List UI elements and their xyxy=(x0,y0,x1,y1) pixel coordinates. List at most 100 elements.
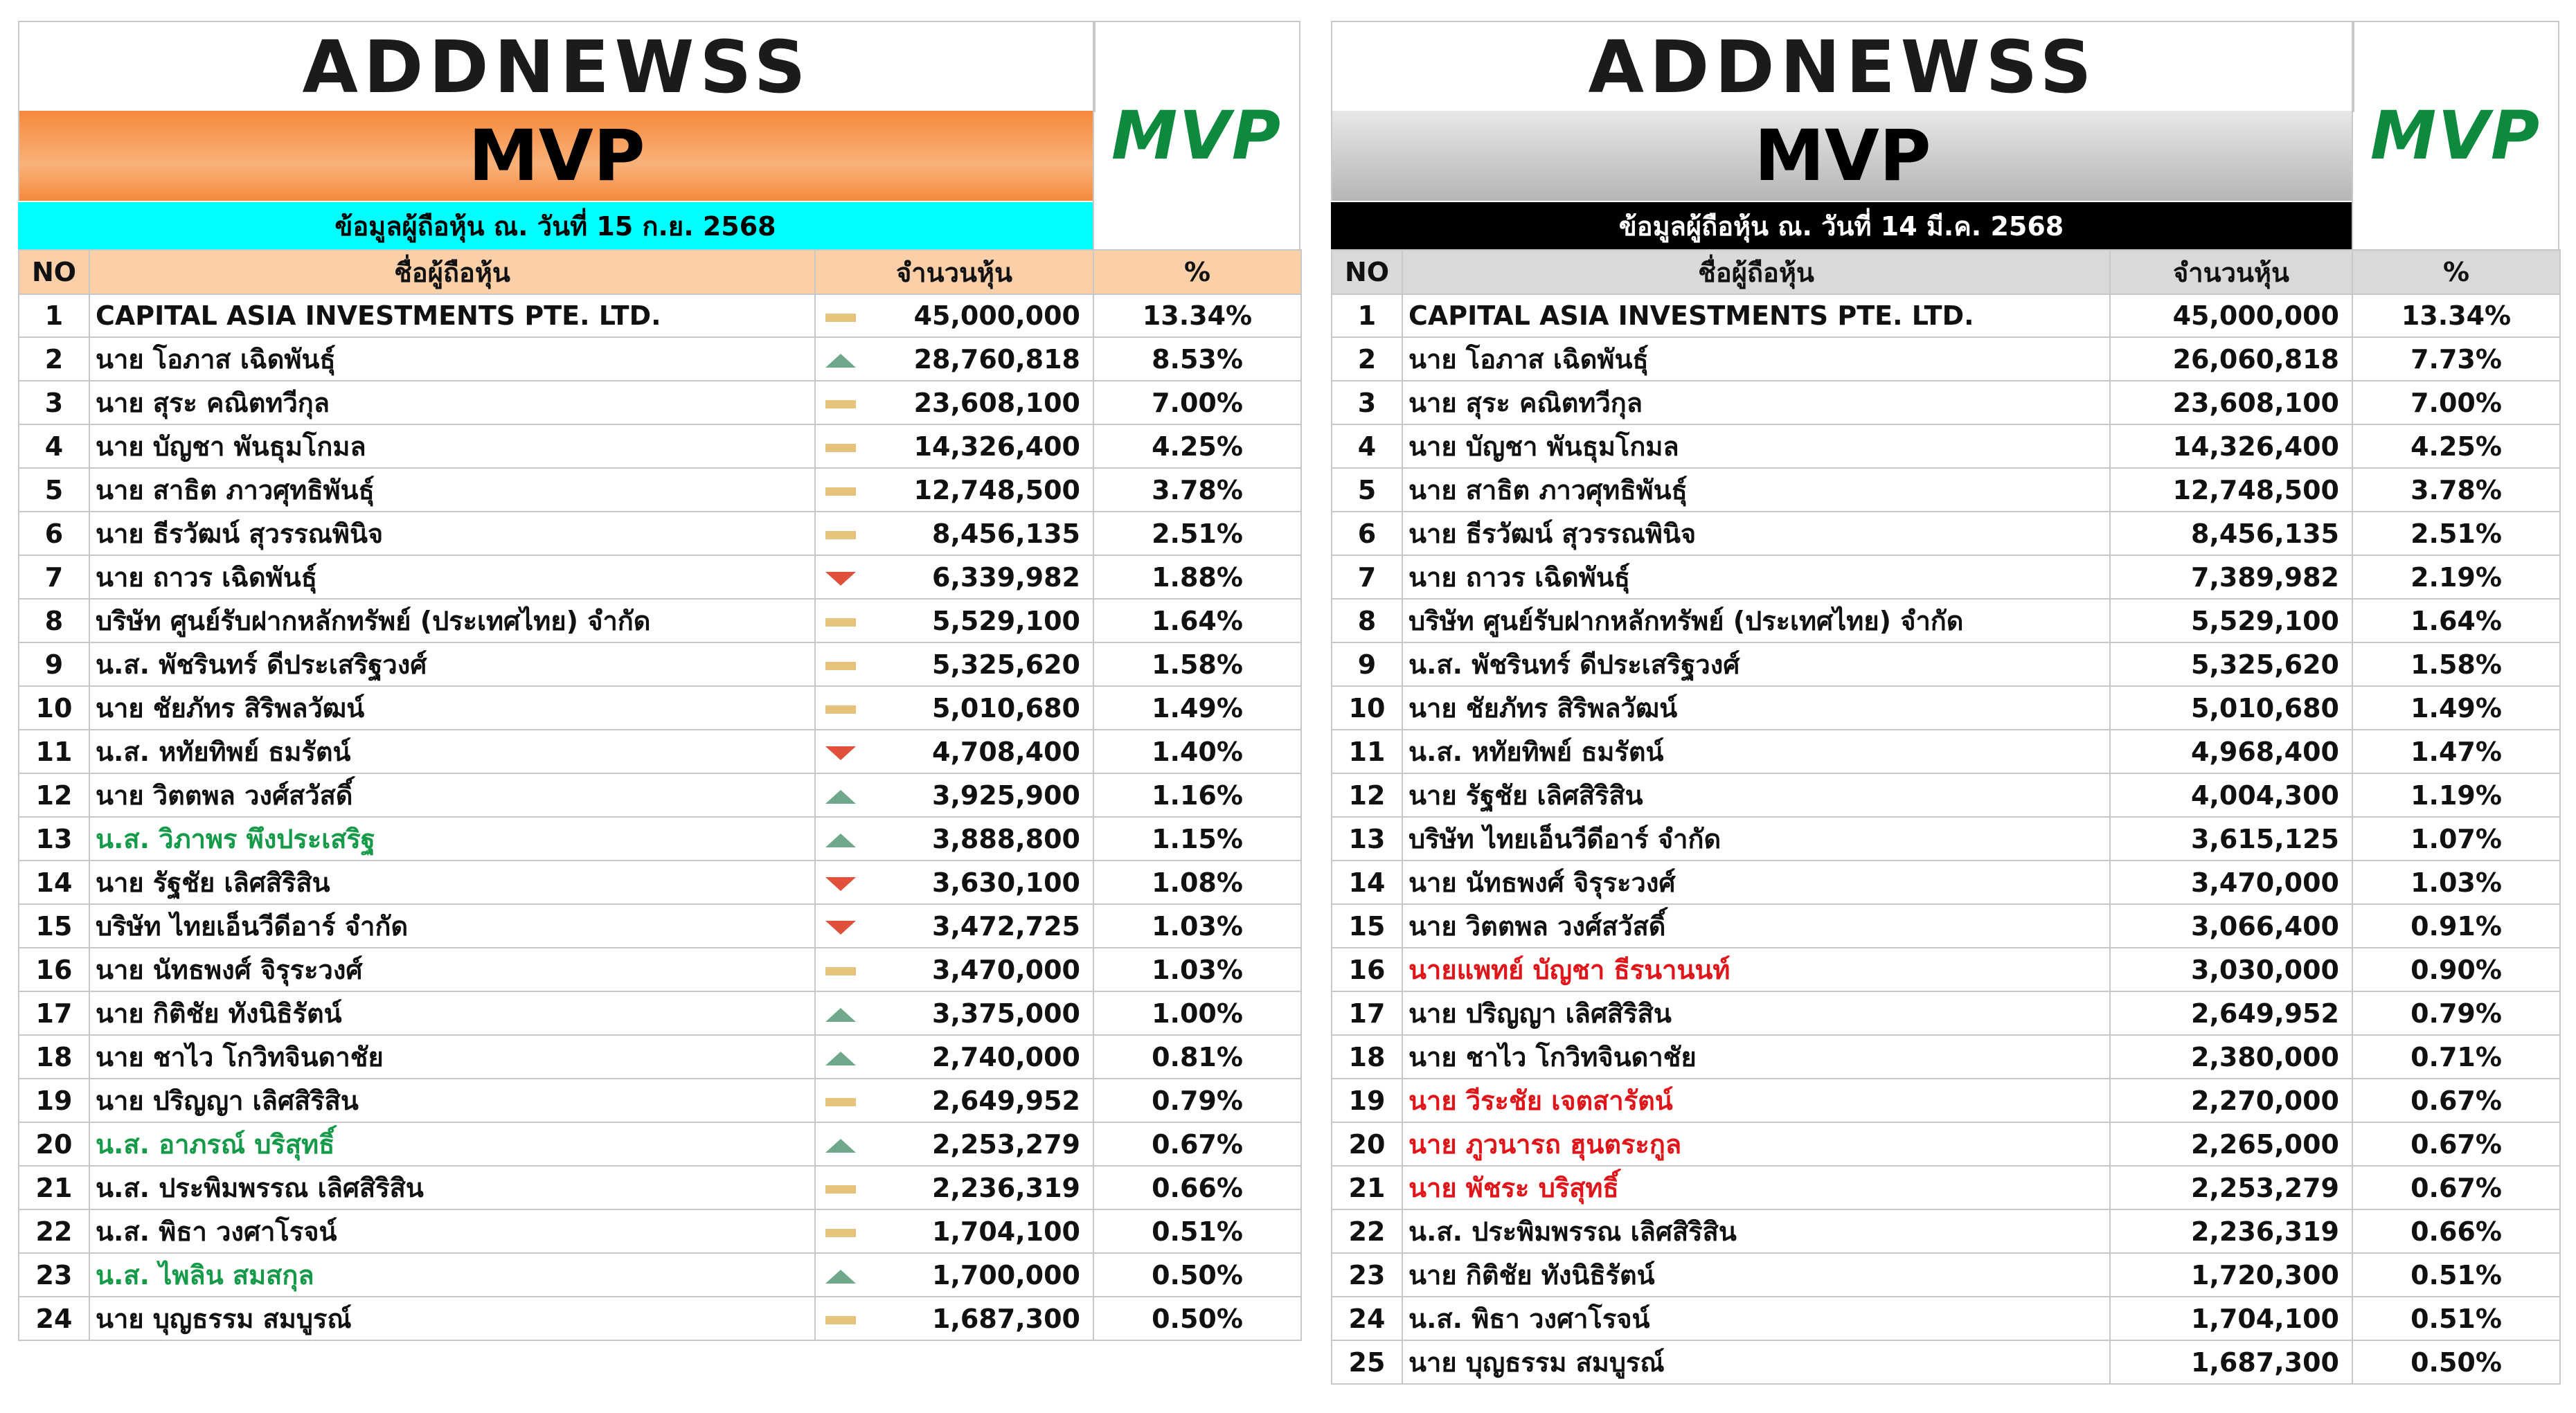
share-percent: 7.00% xyxy=(1093,380,1302,425)
table-row: 13 บริษัท ไทยเอ็นวีดีอาร์ จำกัด 3,615,125 1… xyxy=(1331,816,2561,861)
share-percent: 1.49% xyxy=(1093,685,1302,730)
shares-cell: 2,253,279 xyxy=(814,1122,1094,1167)
shares-cell: 1,700,000 xyxy=(814,1252,1094,1297)
share-count: 26,060,818 xyxy=(2109,336,2353,381)
shareholder-name: น.ส. หทัยทิพย์ ธมรัตน์ xyxy=(1402,729,2111,774)
shareholder-name: บริษัท ไทยเอ็นวีดีอาร์ จำกัด xyxy=(1402,816,2111,861)
share-count: 14,326,400 xyxy=(2109,424,2353,469)
trend-unchanged-icon xyxy=(825,1316,856,1324)
table-row: 6 นาย ธีรวัฒน์ สุวรรณพินิจ 8,456,135 2.51% xyxy=(1331,511,2561,556)
table-row: 8 บริษัท ศูนย์รับฝากหลักทรัพย์ (ประเทศไทย… xyxy=(18,598,1302,643)
shares-cell: 1,687,300 xyxy=(814,1296,1094,1341)
shares-cell: 2,740,000 xyxy=(814,1034,1094,1079)
shareholder-name: นาย นัทธพงศ์ จิรุระวงศ์ xyxy=(1402,860,2111,905)
table-row: 12 นาย รัฐชัย เลิศสิริสิน 4,004,300 1.19% xyxy=(1331,773,2561,818)
share-percent: 0.67% xyxy=(2352,1165,2561,1210)
share-count: 4,968,400 xyxy=(2109,729,2353,774)
share-count: 28,760,818 xyxy=(913,343,1080,375)
share-percent: 13.34% xyxy=(2352,294,2561,338)
shares-cell: 8,456,135 xyxy=(814,511,1094,556)
share-count: 4,004,300 xyxy=(2109,773,2353,818)
trend-unchanged-icon xyxy=(825,967,856,975)
trend-unchanged-icon xyxy=(825,1229,856,1237)
table-row: 17 นาย ปริญญา เลิศสิริสิน 2,649,952 0.79% xyxy=(1331,991,2561,1036)
col-no-header: NO xyxy=(1331,249,1403,295)
share-count: 3,066,400 xyxy=(2109,903,2353,948)
trend-unchanged-icon xyxy=(825,662,856,670)
share-percent: 7.00% xyxy=(2352,380,2561,425)
share-count: 1,700,000 xyxy=(932,1259,1080,1290)
row-number: 23 xyxy=(18,1252,90,1297)
share-count: 5,529,100 xyxy=(932,605,1080,636)
share-count: 3,472,725 xyxy=(932,910,1080,942)
share-count: 3,375,000 xyxy=(932,998,1080,1029)
trend-up-icon xyxy=(825,1139,856,1153)
share-percent: 1.64% xyxy=(1093,598,1302,643)
table-row: 4 นาย บัญชา พันธุมโกมล 14,326,400 4.25% xyxy=(18,424,1302,469)
date-label: ข้อมูลผู้ถือหุ้น ณ. วันที่ 14 มี.ค. 2568 xyxy=(1618,210,2064,242)
row-number: 8 xyxy=(18,598,90,643)
shareholder-name: นาย วิตตพล วงศ์สวัสดิ์ xyxy=(89,773,816,818)
table-header-row: NO ชื่อผู้ถือหุ้น จำนวนหุ้น % xyxy=(18,249,1302,295)
shares-cell: 12,748,500 xyxy=(814,467,1094,512)
table-row: 5 นาย สาธิต ภาวศุทธิพันธุ์ 12,748,500 3.78% xyxy=(18,467,1302,512)
share-percent: 1.19% xyxy=(2352,773,2561,818)
row-number: 8 xyxy=(1331,598,1403,643)
row-number: 14 xyxy=(18,860,90,905)
share-count: 5,010,680 xyxy=(932,692,1080,723)
row-number: 2 xyxy=(18,336,90,381)
table-row: 8 บริษัท ศูนย์รับฝากหลักทรัพย์ (ประเทศไทย… xyxy=(1331,598,2561,643)
shareholder-name: นาย ชาไว โกวิทจินดาชัย xyxy=(1402,1034,2111,1079)
share-percent: 0.66% xyxy=(2352,1209,2561,1254)
row-number: 14 xyxy=(1331,860,1403,905)
share-percent: 7.73% xyxy=(2352,336,2561,381)
shareholder-name: นายแพทย์ บัญชา ธีรนานนท์ xyxy=(1402,947,2111,992)
shares-cell: 3,375,000 xyxy=(814,991,1094,1036)
trend-down-icon xyxy=(825,746,856,760)
share-count: 8,456,135 xyxy=(2109,511,2353,556)
row-number: 4 xyxy=(1331,424,1403,469)
table-row: 22 น.ส. ประพิมพรรณ เลิศสิริสิน 2,236,319 0.… xyxy=(1331,1209,2561,1254)
shares-cell: 23,608,100 xyxy=(814,380,1094,425)
shareholder-name: นาย สาธิต ภาวศุทธิพันธุ์ xyxy=(1402,467,2111,512)
share-percent: 1.03% xyxy=(1093,947,1302,992)
share-percent: 2.19% xyxy=(2352,555,2561,600)
share-count: 2,649,952 xyxy=(932,1085,1080,1116)
shareholder-name: นาย บัญชา พันธุมโกมล xyxy=(89,424,816,469)
table-row: 14 นาย รัฐชัย เลิศสิริสิน 3,630,100 1.08% xyxy=(18,860,1302,905)
mvp-logo-box: MVP xyxy=(1093,21,1300,249)
shareholder-name: นาย บุญธรรม สมบูรณ์ xyxy=(1402,1340,2111,1385)
share-percent: 3.78% xyxy=(2352,467,2561,512)
share-percent: 1.08% xyxy=(1093,860,1302,905)
table-row: 11 น.ส. หทัยทิพย์ ธมรัตน์ 4,708,400 1.40% xyxy=(18,729,1302,774)
shareholder-name: CAPITAL ASIA INVESTMENTS PTE. LTD. xyxy=(1402,294,2111,338)
shareholder-name: นาย ธีรวัฒน์ สุวรรณพินิจ xyxy=(1402,511,2111,556)
shareholder-name: นาย โอภาส เฉิดพันธุ์ xyxy=(89,336,816,381)
share-count: 45,000,000 xyxy=(913,300,1080,331)
table-row: 24 น.ส. พิธา วงศาโรจน์ 1,704,100 0.51% xyxy=(1331,1296,2561,1341)
shareholder-name: นาย สุระ คณิตทวีกุล xyxy=(1402,380,2111,425)
col-shares-header: จำนวนหุ้น xyxy=(2109,249,2353,295)
shareholder-name: นาย สุระ คณิตทวีกุล xyxy=(89,380,816,425)
shareholder-name: น.ส. พัชรินทร์ ดีประเสริฐวงศ์ xyxy=(89,642,816,687)
share-percent: 0.79% xyxy=(1093,1078,1302,1123)
trend-up-icon xyxy=(825,354,856,368)
share-percent: 1.03% xyxy=(1093,903,1302,948)
table-row: 16 นายแพทย์ บัญชา ธีรนานนท์ 3,030,000 0.90% xyxy=(1331,947,2561,992)
share-percent: 2.51% xyxy=(1093,511,1302,556)
row-number: 10 xyxy=(1331,685,1403,730)
trend-unchanged-icon xyxy=(825,531,856,539)
table-row: 21 น.ส. ประพิมพรรณ เลิศสิริสิน 2,236,319 0.… xyxy=(18,1165,1302,1210)
table-row: 18 นาย ชาไว โกวิทจินดาชัย 2,380,000 0.71% xyxy=(1331,1034,2561,1079)
shareholder-name: นาย รัฐชัย เลิศสิริสิน xyxy=(1402,773,2111,818)
table-row: 18 นาย ชาไว โกวิทจินดาชัย 2,740,000 0.81% xyxy=(18,1034,1302,1079)
share-count: 3,888,800 xyxy=(932,823,1080,854)
share-count: 2,270,000 xyxy=(2109,1078,2353,1123)
panel-header: ADDNEWSS MVP ข้อมูลผู้ถือหุ้น ณ. วันที่ … xyxy=(18,21,1300,249)
stock-title: MVP xyxy=(1754,114,1931,197)
col-pct-header: % xyxy=(1093,249,1302,295)
share-percent: 1.07% xyxy=(2352,816,2561,861)
col-name-header: ชื่อผู้ถือหุ้น xyxy=(89,249,816,295)
table-row: 25 นาย บุญธรรม สมบูรณ์ 1,687,300 0.50% xyxy=(1331,1340,2561,1385)
row-number: 20 xyxy=(1331,1122,1403,1167)
